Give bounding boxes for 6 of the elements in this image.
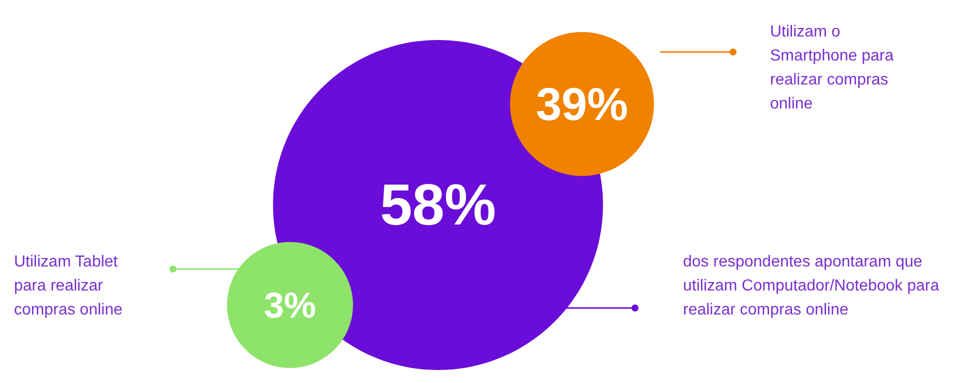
data-label: 39%: [536, 78, 628, 130]
data-label: 58%: [380, 172, 496, 238]
data-label: 3%: [264, 284, 316, 326]
category-label: Utilizam o Smartphone para realizar compras online: [770, 24, 894, 112]
category-label: dos respondentes apontaram que utilizam Computador/Notebook para realizar compras online: [683, 254, 940, 318]
category-label: Utilizam Tablet para realizar compras online: [14, 254, 123, 318]
